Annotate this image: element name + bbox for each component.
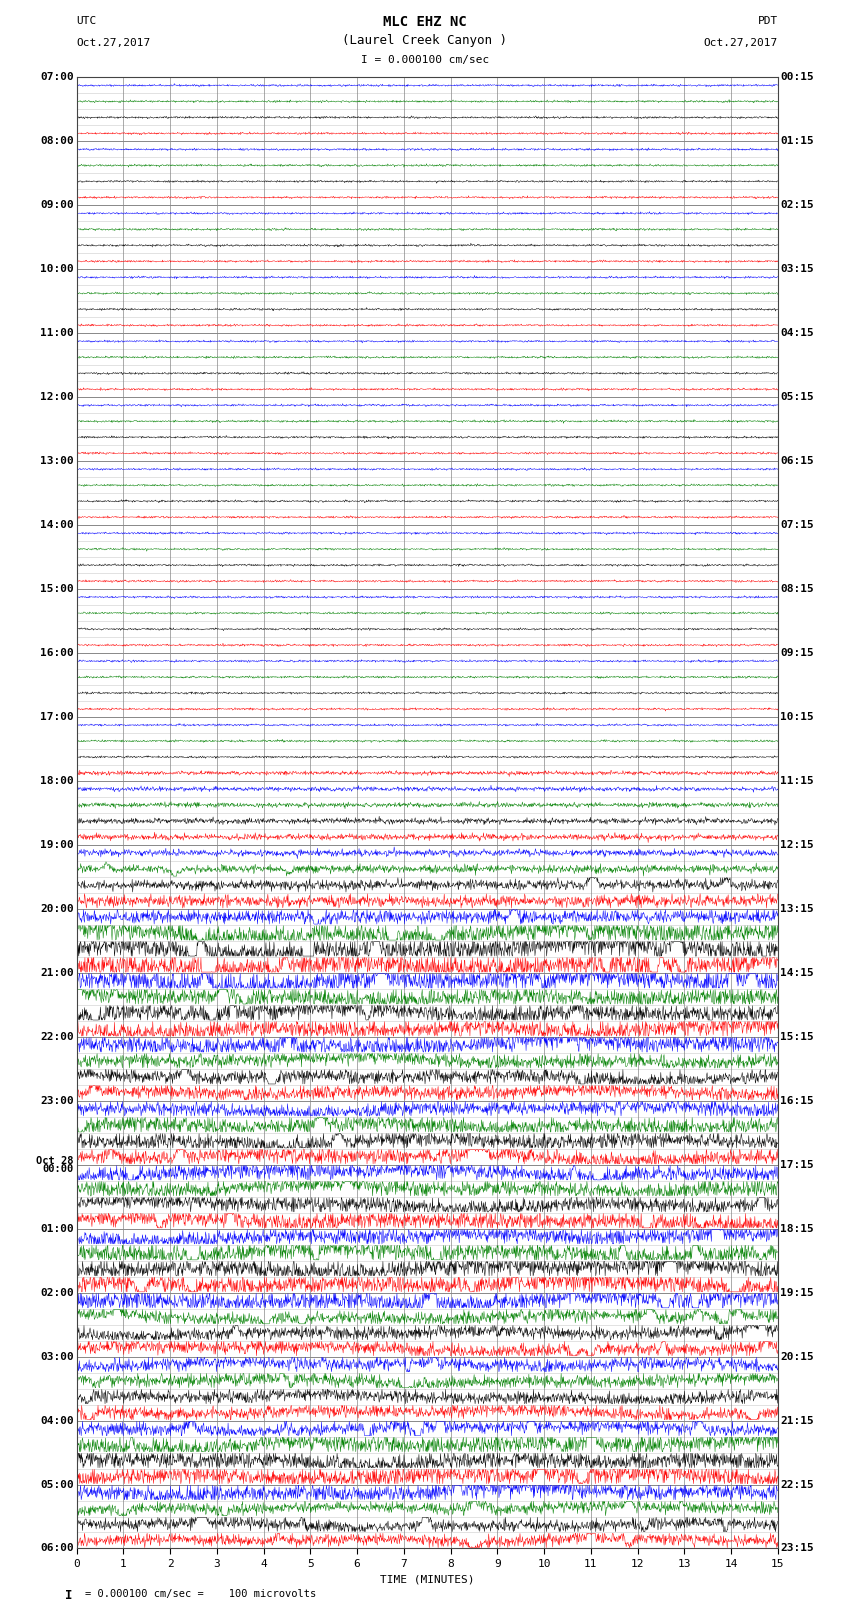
Text: 13:15: 13:15	[780, 903, 814, 915]
Text: Oct.27,2017: Oct.27,2017	[76, 39, 150, 48]
Text: 21:15: 21:15	[780, 1416, 814, 1426]
Text: 00:15: 00:15	[780, 73, 814, 82]
X-axis label: TIME (MINUTES): TIME (MINUTES)	[380, 1574, 474, 1584]
Text: 19:15: 19:15	[780, 1287, 814, 1297]
Text: (Laurel Creek Canyon ): (Laurel Creek Canyon )	[343, 34, 507, 47]
Text: 04:00: 04:00	[40, 1416, 74, 1426]
Text: Oct 28: Oct 28	[37, 1157, 74, 1166]
Text: = 0.000100 cm/sec =    100 microvolts: = 0.000100 cm/sec = 100 microvolts	[85, 1589, 316, 1598]
Text: 18:00: 18:00	[40, 776, 74, 786]
Text: 10:00: 10:00	[40, 265, 74, 274]
Text: 04:15: 04:15	[780, 329, 814, 339]
Text: 05:00: 05:00	[40, 1479, 74, 1489]
Text: 07:00: 07:00	[40, 73, 74, 82]
Text: 15:15: 15:15	[780, 1032, 814, 1042]
Text: 23:15: 23:15	[780, 1544, 814, 1553]
Text: 11:15: 11:15	[780, 776, 814, 786]
Text: 13:00: 13:00	[40, 456, 74, 466]
Text: UTC: UTC	[76, 16, 97, 26]
Text: 09:00: 09:00	[40, 200, 74, 210]
Text: PDT: PDT	[757, 16, 778, 26]
Text: 16:00: 16:00	[40, 648, 74, 658]
Text: 12:00: 12:00	[40, 392, 74, 402]
Text: 17:00: 17:00	[40, 711, 74, 723]
Text: 18:15: 18:15	[780, 1224, 814, 1234]
Text: 16:15: 16:15	[780, 1095, 814, 1107]
Text: 17:15: 17:15	[780, 1160, 814, 1169]
Text: 22:15: 22:15	[780, 1479, 814, 1489]
Text: 22:00: 22:00	[40, 1032, 74, 1042]
Text: 06:15: 06:15	[780, 456, 814, 466]
Text: 01:00: 01:00	[40, 1224, 74, 1234]
Text: 05:15: 05:15	[780, 392, 814, 402]
Text: 11:00: 11:00	[40, 329, 74, 339]
Text: 12:15: 12:15	[780, 840, 814, 850]
Text: 03:15: 03:15	[780, 265, 814, 274]
Text: 00:00: 00:00	[42, 1163, 74, 1174]
Text: 08:00: 08:00	[40, 137, 74, 147]
Text: 19:00: 19:00	[40, 840, 74, 850]
Text: Oct.27,2017: Oct.27,2017	[704, 39, 778, 48]
Text: MLC EHZ NC: MLC EHZ NC	[383, 15, 467, 29]
Text: 20:00: 20:00	[40, 903, 74, 915]
Text: 20:15: 20:15	[780, 1352, 814, 1361]
Text: 14:00: 14:00	[40, 519, 74, 531]
Text: I = 0.000100 cm/sec: I = 0.000100 cm/sec	[361, 55, 489, 65]
Text: 09:15: 09:15	[780, 648, 814, 658]
Text: 21:00: 21:00	[40, 968, 74, 977]
Text: 08:15: 08:15	[780, 584, 814, 594]
Text: 02:15: 02:15	[780, 200, 814, 210]
Text: 15:00: 15:00	[40, 584, 74, 594]
Text: 23:00: 23:00	[40, 1095, 74, 1107]
Text: 02:00: 02:00	[40, 1287, 74, 1297]
Text: 10:15: 10:15	[780, 711, 814, 723]
Text: 07:15: 07:15	[780, 519, 814, 531]
Text: 03:00: 03:00	[40, 1352, 74, 1361]
Text: 06:00: 06:00	[40, 1544, 74, 1553]
Text: 14:15: 14:15	[780, 968, 814, 977]
Text: I: I	[65, 1589, 72, 1602]
Text: 01:15: 01:15	[780, 137, 814, 147]
